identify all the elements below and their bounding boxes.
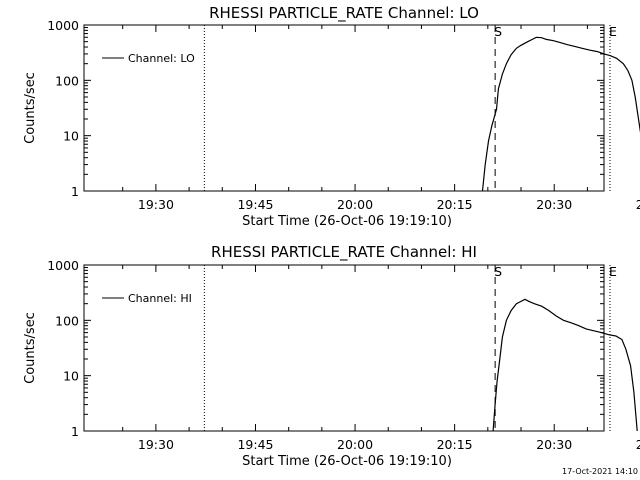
x-tick-label: 19:30 [138,437,174,452]
x-tick-label: 19:30 [138,197,174,212]
chart-title: RHESSI PARTICLE_RATE Channel: HI [211,243,477,262]
y-tick-label: 100 [55,73,79,88]
y-tick-label: 1000 [47,18,79,33]
plot-frame [83,264,605,432]
x-tick-label: 19:45 [237,437,273,452]
legend-label: Channel: LO [128,52,195,65]
y-tick-label: 100 [55,313,79,328]
event-marker-label: S [494,264,502,279]
series-line [481,36,640,192]
timestamp: 17-Oct-2021 14:10 [562,467,638,476]
lo-channel-panel: 1 10 100 1000 19:30 19:45 20:00 20:15 20:30 20:45… [23,4,640,229]
x-tick-label: 20:45 [636,437,640,452]
x-tick-label: 20:00 [337,437,373,452]
y-tick-label: 1000 [47,258,79,273]
y-tick-label: 1 [71,184,79,199]
legend-label: Channel: HI [128,292,192,305]
x-tick-label: 20:45 [636,197,640,212]
x-tick-label: 20:15 [437,197,473,212]
x-axis-label: Start Time (26-Oct-06 19:19:10) [242,214,452,229]
event-marker-label: E [609,264,617,279]
x-tick-label: 20:15 [437,437,473,452]
x-tick-label: 20:30 [536,437,572,452]
y-axis-label: Counts/sec [23,312,38,384]
x-tick-label: 20:00 [337,197,373,212]
y-tick-label: 10 [63,369,79,384]
chart-title: RHESSI PARTICLE_RATE Channel: LO [209,4,479,23]
event-marker-label: S [494,24,502,39]
x-axis-label: Start Time (26-Oct-06 19:19:10) [242,454,452,469]
x-tick-label: 19:45 [237,197,273,212]
y-tick-label: 10 [63,129,79,144]
hi-channel-panel: 1 10 100 1000 19:30 19:45 20:00 20:15 20:30 20:45… [23,243,640,469]
y-axis-label: Counts/sec [23,72,38,144]
y-tick-label: 1 [71,424,79,439]
series-line [492,298,638,432]
event-marker-label: E [609,24,617,39]
plot-frame [83,24,605,192]
x-tick-label: 20:30 [536,197,572,212]
